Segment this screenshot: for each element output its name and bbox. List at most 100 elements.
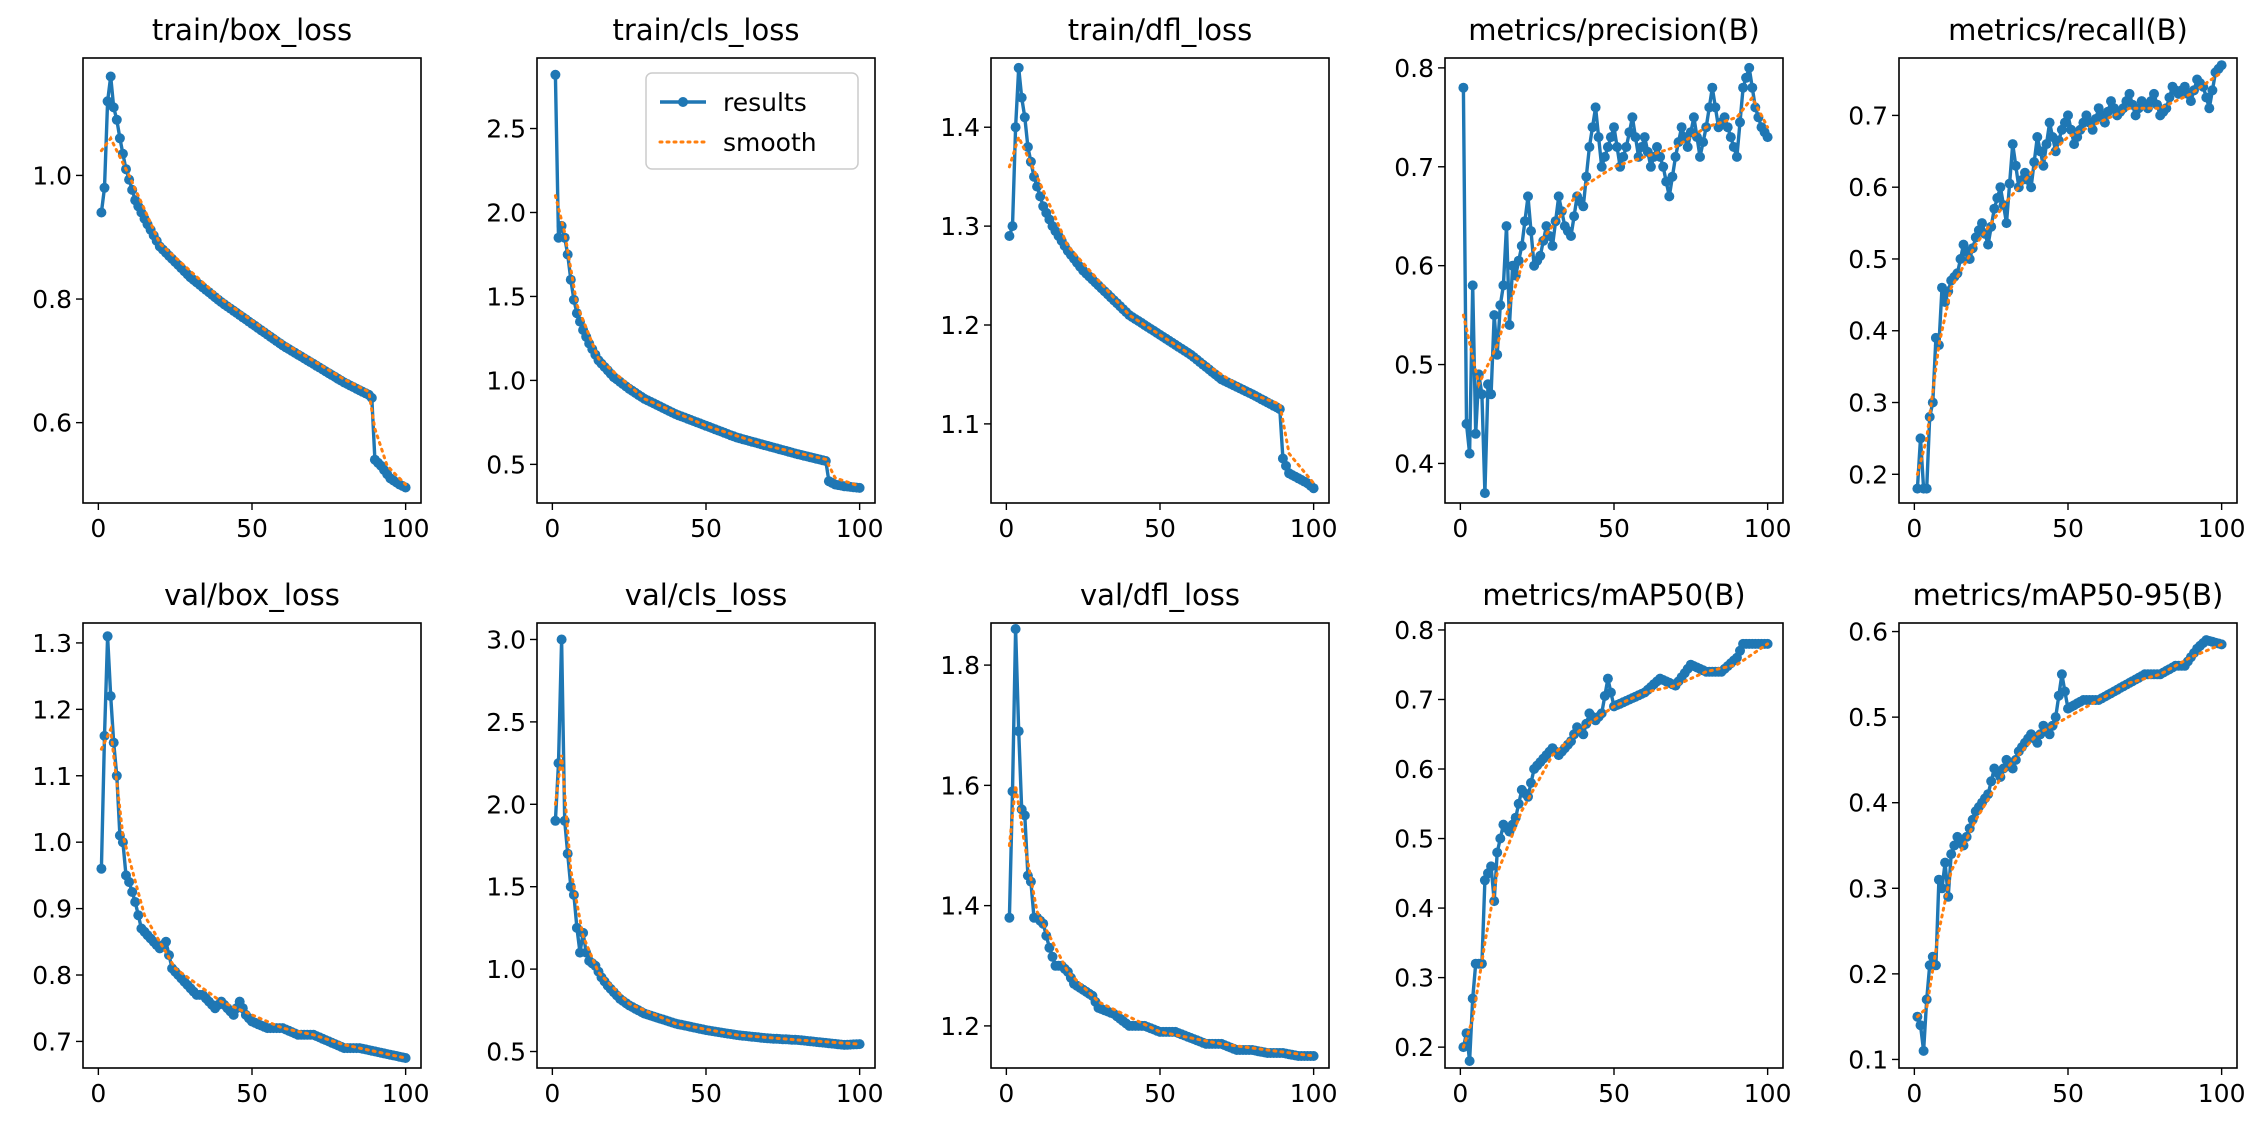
x-tick-label: 100 (836, 1079, 884, 1108)
y-tick-label: 1.0 (32, 828, 72, 857)
results-point (1553, 191, 1564, 202)
results-point (1504, 320, 1515, 330)
x-tick-label: 50 (2052, 514, 2084, 543)
y-tick-label: 1.4 (940, 113, 980, 142)
results-point (1004, 912, 1015, 923)
results-point (2010, 160, 2021, 171)
y-tick-label: 0.6 (1394, 252, 1434, 281)
results-point (1989, 203, 2000, 214)
y-tick-label: 1.6 (940, 771, 980, 800)
results-point (1722, 122, 1733, 133)
results-point (2041, 139, 2052, 150)
y-tick-label: 0.6 (32, 409, 72, 438)
results-point (1986, 221, 1997, 232)
x-tick-label: 50 (2052, 1079, 2084, 1108)
results-point (2063, 110, 2073, 121)
y-tick-label: 1.1 (32, 762, 72, 791)
results-point (130, 897, 141, 907)
x-tick-label: 0 (544, 514, 560, 543)
results-line (99, 634, 406, 1060)
results-point (1605, 132, 1616, 143)
results-point (1461, 418, 1472, 429)
results-point (1735, 117, 1745, 128)
x-tick-label: 50 (1598, 514, 1630, 543)
subplot-title: metrics/mAP50(B) (1482, 578, 1745, 612)
results-point (2216, 60, 2227, 71)
results-point (2056, 669, 2067, 680)
results-point (1581, 171, 1592, 182)
legend-results-label: results (723, 88, 807, 117)
subplot-title: train/cls_loss (613, 13, 800, 47)
y-tick-label: 0.5 (1394, 351, 1434, 380)
results-point (400, 482, 411, 493)
results-point (1308, 483, 1319, 494)
results-point (1596, 161, 1607, 172)
results-point (1731, 151, 1742, 162)
results-point (1492, 847, 1503, 858)
results-point (1513, 255, 1524, 266)
x-tick-label: 100 (1290, 1079, 1338, 1108)
y-tick-label: 1.3 (940, 212, 980, 241)
x-tick-label: 100 (836, 514, 884, 543)
results-point (1035, 191, 1046, 202)
results-point (2124, 88, 2135, 99)
results-point (2066, 124, 2077, 135)
results-point (1605, 687, 1616, 698)
results-point (105, 691, 116, 702)
results-point (1541, 221, 1552, 232)
y-tick-label: 0.4 (1848, 317, 1888, 346)
y-tick-label: 0.3 (1394, 964, 1434, 993)
results-point (1467, 280, 1478, 291)
y-tick-label: 0.2 (1394, 1033, 1434, 1062)
y-tick-label: 1.0 (486, 366, 526, 395)
x-tick-label: 100 (1744, 514, 1792, 543)
results-point (1710, 102, 1721, 113)
x-tick-label: 0 (544, 1079, 560, 1108)
results-point (1725, 132, 1736, 143)
smooth-line (553, 194, 862, 488)
subplot-title: val/box_loss (164, 578, 340, 612)
results-point (565, 274, 576, 285)
results-point (1464, 1056, 1475, 1066)
axes-frame (82, 57, 422, 504)
results-point (1728, 142, 1739, 152)
results-point (2185, 96, 2196, 107)
results-point (550, 69, 561, 80)
results-point (1744, 62, 1755, 73)
results-point (854, 1039, 865, 1050)
smooth-line (1461, 642, 1770, 1049)
x-tick-label: 100 (2198, 514, 2246, 543)
results-point (111, 114, 122, 125)
subplot-title: val/dfl_loss (1080, 578, 1240, 612)
results-point (127, 887, 138, 897)
results-point (2207, 85, 2218, 96)
results-point (1698, 137, 1709, 148)
legend-frame (645, 72, 859, 170)
x-tick-label: 0 (1452, 1079, 1468, 1108)
y-tick-label: 2.5 (486, 708, 526, 737)
results-point (1667, 171, 1678, 182)
results-point (1013, 62, 1024, 73)
results-point (1747, 82, 1758, 93)
y-tick-label: 0.4 (1848, 789, 1888, 818)
y-tick-label: 1.2 (32, 695, 72, 724)
x-tick-label: 100 (1744, 1079, 1792, 1108)
subplot-title: train/dfl_loss (1068, 13, 1252, 47)
smooth-line (1007, 785, 1316, 1058)
subplot-title: metrics/mAP50-95(B) (1913, 578, 2224, 612)
results-point (1019, 112, 1030, 123)
results-point (2204, 103, 2215, 114)
results-point (562, 848, 573, 859)
results-point (1044, 942, 1055, 953)
x-tick-label: 50 (236, 1079, 268, 1108)
results-point (2044, 729, 2055, 740)
results-point (2032, 737, 2043, 748)
subplot-train-box-loss: train/box_loss 0.6 0.8 1.0 0 50 100 (32, 13, 429, 543)
subplot-val-box-loss: val/box_loss 0.7 0.8 0.9 1.0 1.1 1.2 1.3 0 50 100 (32, 578, 429, 1108)
results-point (1612, 142, 1623, 152)
results-point (1741, 72, 1752, 83)
results-point (1933, 340, 1944, 351)
axes-frame (82, 622, 422, 1069)
y-tick-label: 0.8 (32, 285, 72, 314)
